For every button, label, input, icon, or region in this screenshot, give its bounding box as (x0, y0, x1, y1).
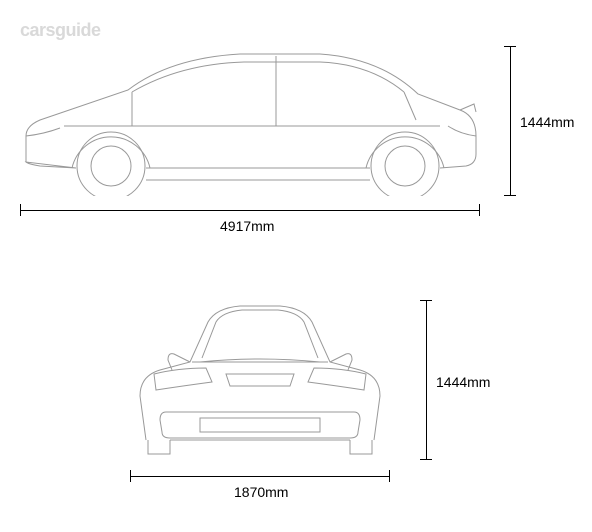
front-view-section: 1870mm 1444mm (0, 0, 592, 532)
car-front-drawing (130, 300, 390, 460)
car-front-svg (130, 300, 390, 460)
dim-tick (389, 470, 390, 482)
front-height-dim-line (426, 300, 427, 460)
front-width-dim-line (130, 476, 390, 477)
front-width-label: 1870mm (234, 484, 288, 500)
dim-tick (420, 300, 432, 301)
front-height-label: 1444mm (436, 374, 490, 390)
dim-tick (420, 459, 432, 460)
dim-tick (130, 470, 131, 482)
